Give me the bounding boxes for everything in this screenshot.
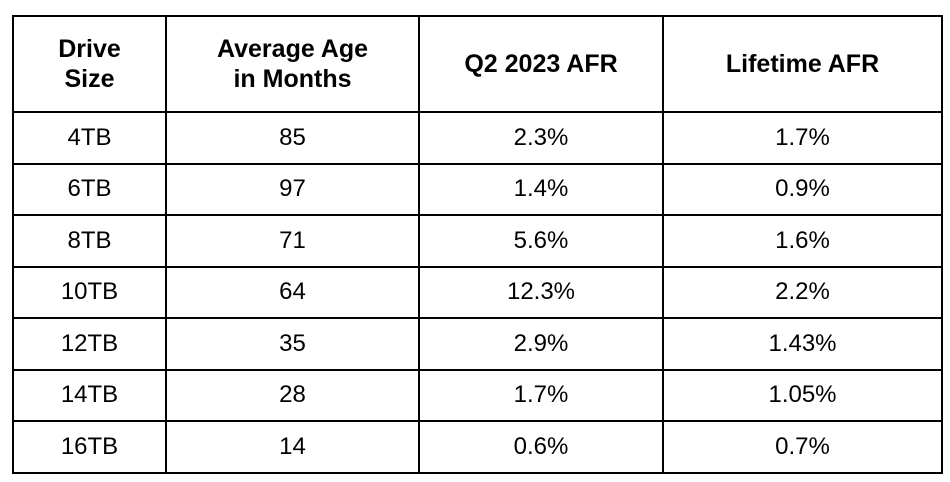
cell-average-age: 85 xyxy=(165,111,420,165)
cell-q2-afr: 5.6% xyxy=(418,214,664,268)
cell-lifetime-afr: 1.7% xyxy=(662,111,943,165)
cell-drive-size: 14TB xyxy=(12,368,167,422)
header-average-age-line1: Average Age xyxy=(217,35,368,63)
cell-average-age: 28 xyxy=(165,368,420,422)
cell-drive-size: 6TB xyxy=(12,162,167,216)
table-row: 4TB 85 2.3% 1.7% xyxy=(12,111,943,165)
cell-lifetime-afr: 0.7% xyxy=(662,420,943,474)
table-row: 12TB 35 2.9% 1.43% xyxy=(12,317,943,371)
table-body: 4TB 85 2.3% 1.7% 6TB 97 1.4% 0.9% 8TB 71… xyxy=(12,111,943,474)
cell-drive-size: 4TB xyxy=(12,111,167,165)
header-drive-size-line1: Drive xyxy=(58,35,121,63)
cell-average-age: 71 xyxy=(165,214,420,268)
header-drive-size: Drive Size xyxy=(12,15,167,113)
cell-q2-afr: 0.6% xyxy=(418,420,664,474)
header-lifetime-afr: Lifetime AFR xyxy=(662,15,943,113)
cell-average-age: 64 xyxy=(165,265,420,319)
cell-drive-size: 10TB xyxy=(12,265,167,319)
header-row: Drive Size Average Age in Months Q2 2023… xyxy=(12,15,943,113)
header-drive-size-line2: Size xyxy=(64,65,115,93)
cell-lifetime-afr: 1.6% xyxy=(662,214,943,268)
table-row: 16TB 14 0.6% 0.7% xyxy=(12,420,943,474)
cell-lifetime-afr: 1.05% xyxy=(662,368,943,422)
header-q2-afr: Q2 2023 AFR xyxy=(418,15,664,113)
header-average-age: Average Age in Months xyxy=(165,15,420,113)
table-header: Drive Size Average Age in Months Q2 2023… xyxy=(12,15,943,113)
cell-drive-size: 12TB xyxy=(12,317,167,371)
table-row: 14TB 28 1.7% 1.05% xyxy=(12,368,943,422)
header-q2-afr-label: Q2 2023 AFR xyxy=(464,50,618,78)
cell-average-age: 35 xyxy=(165,317,420,371)
cell-lifetime-afr: 2.2% xyxy=(662,265,943,319)
drive-afr-table: Drive Size Average Age in Months Q2 2023… xyxy=(12,15,943,474)
cell-drive-size: 16TB xyxy=(12,420,167,474)
table-row: 10TB 64 12.3% 2.2% xyxy=(12,265,943,319)
cell-lifetime-afr: 0.9% xyxy=(662,162,943,216)
cell-q2-afr: 1.7% xyxy=(418,368,664,422)
cell-lifetime-afr: 1.43% xyxy=(662,317,943,371)
cell-q2-afr: 12.3% xyxy=(418,265,664,319)
table-row: 8TB 71 5.6% 1.6% xyxy=(12,214,943,268)
header-lifetime-afr-label: Lifetime AFR xyxy=(725,50,880,78)
cell-q2-afr: 1.4% xyxy=(418,162,664,216)
table-row: 6TB 97 1.4% 0.9% xyxy=(12,162,943,216)
cell-average-age: 14 xyxy=(165,420,420,474)
header-average-age-line2: in Months xyxy=(233,65,352,93)
cell-q2-afr: 2.9% xyxy=(418,317,664,371)
cell-q2-afr: 2.3% xyxy=(418,111,664,165)
cell-drive-size: 8TB xyxy=(12,214,167,268)
cell-average-age: 97 xyxy=(165,162,420,216)
